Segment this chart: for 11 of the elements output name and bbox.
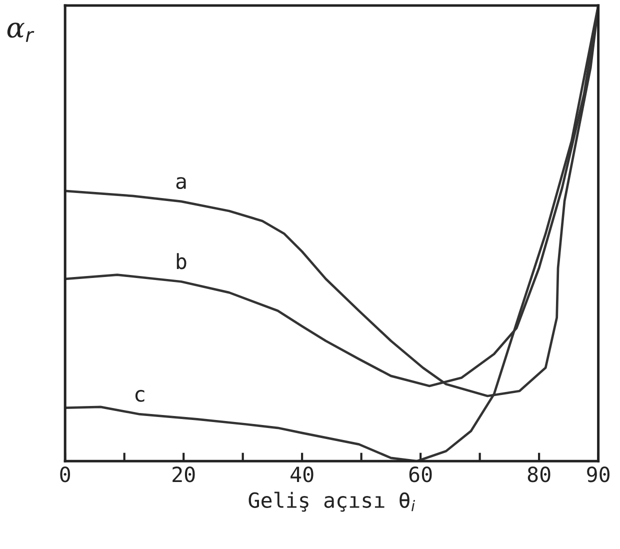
y-axis-title: α$_{r}$ xyxy=(7,22,34,42)
x-tick-label: 60 xyxy=(409,466,432,482)
x-tick-label: 0 xyxy=(60,466,70,482)
series-label: a xyxy=(176,177,186,190)
x-axis-title: Geliş açısı θ$_{i}$ xyxy=(248,492,415,512)
x-tick-label: 40 xyxy=(290,466,314,482)
series-label: c xyxy=(135,390,144,402)
x-tick-label: 80 xyxy=(528,466,550,482)
series-label: b xyxy=(176,253,186,270)
x-tick-label: 90 xyxy=(587,466,610,482)
x-tick-label: 20 xyxy=(172,466,195,482)
